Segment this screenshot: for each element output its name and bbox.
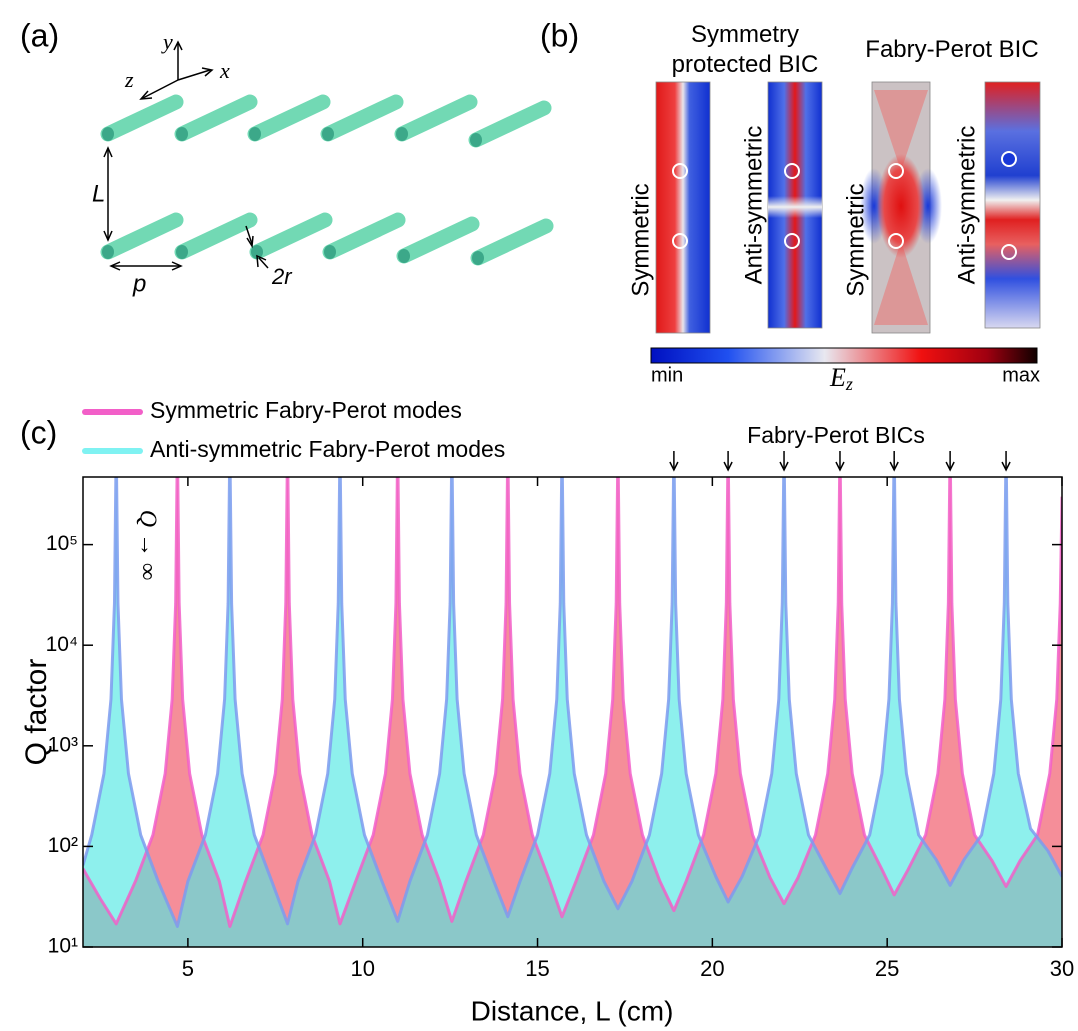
rod xyxy=(100,212,184,260)
bic-arrowhead xyxy=(779,461,789,472)
y-tick-label: 10⁵ xyxy=(46,532,78,555)
panel-label: (a) xyxy=(20,17,59,53)
dimension-arrows xyxy=(103,146,269,271)
colorbar xyxy=(650,347,1038,364)
curve xyxy=(83,477,1062,928)
rod xyxy=(322,212,406,260)
bic-arrowhead xyxy=(669,461,679,472)
rod-end xyxy=(396,127,408,141)
group-title: Symmetry protected BIC xyxy=(671,21,819,78)
plot-area xyxy=(83,477,1062,947)
annotation: Fabry-Perot BICs xyxy=(747,422,925,448)
bic-arrowhead xyxy=(945,461,955,472)
x-tick-label: 30 xyxy=(1050,956,1074,981)
rod-end xyxy=(102,245,114,259)
legend-label: Symmetric Fabry-Perot modes xyxy=(150,397,462,423)
y-tick-label: 10⁴ xyxy=(46,633,78,656)
rod xyxy=(174,94,258,142)
panel-label: (c) xyxy=(20,414,57,450)
field-map xyxy=(655,81,711,334)
y-tick-label: 10¹ xyxy=(48,935,78,958)
rod-end xyxy=(398,249,410,263)
axis-label: y xyxy=(161,29,173,54)
dimension-label: p xyxy=(132,270,146,297)
dimension-label: L xyxy=(92,180,105,207)
rod xyxy=(247,94,331,142)
symbol: E xyxy=(829,363,846,392)
bic-arrowhead xyxy=(889,461,899,472)
colorbar-label: max xyxy=(1002,364,1040,386)
mode-label: Anti-symmetric xyxy=(953,126,980,285)
area-fill xyxy=(83,477,1062,947)
rod xyxy=(249,212,333,260)
rod xyxy=(174,212,258,260)
x-tick-label: 15 xyxy=(525,956,549,981)
colorbar-symbol: Ez xyxy=(829,363,853,394)
rod-end xyxy=(324,245,336,259)
mode-label: Symmetric xyxy=(627,183,654,296)
rod-end xyxy=(251,245,263,259)
bic-arrowhead xyxy=(835,461,845,472)
annotation: Q → ∞ xyxy=(134,510,160,580)
x-tick-label: 25 xyxy=(875,956,899,981)
rod xyxy=(394,94,478,142)
axes-icon xyxy=(139,40,214,100)
colorbar-label: min xyxy=(651,364,683,386)
field-map xyxy=(767,81,823,329)
field-map xyxy=(860,81,942,334)
panel-label: (b) xyxy=(540,17,579,53)
rod-array xyxy=(100,94,554,266)
legend-label: Anti-symmetric Fabry-Perot modes xyxy=(150,436,505,462)
axis-label: z xyxy=(124,67,134,92)
rod xyxy=(468,100,552,148)
rod xyxy=(320,94,404,142)
y-tick-label: 10³ xyxy=(48,733,78,756)
rod-end xyxy=(176,245,188,259)
particle-markers xyxy=(672,151,1017,260)
rod-end xyxy=(470,133,482,147)
bic-arrowhead xyxy=(1001,461,1011,472)
group-title: Fabry-Perot BIC xyxy=(865,36,1039,63)
x-tick-label: 10 xyxy=(350,956,374,981)
rod-end xyxy=(472,251,484,265)
subscript: z xyxy=(845,374,853,394)
plot-frame xyxy=(82,476,1063,948)
x-axis-label: Distance, L (cm) xyxy=(471,995,674,1026)
rod-end xyxy=(176,127,188,141)
rod-end xyxy=(249,127,261,141)
mode-label: Anti-symmetric xyxy=(740,126,767,285)
y-axis-label: Q factor xyxy=(20,659,53,766)
curve xyxy=(83,477,1062,928)
rod xyxy=(396,216,480,264)
field-map xyxy=(984,81,1041,329)
rod xyxy=(470,218,554,266)
mode-label: Symmetric xyxy=(842,183,869,296)
x-tick-label: 5 xyxy=(182,956,194,981)
y-tick-label: 10² xyxy=(48,834,78,857)
rod-end xyxy=(102,127,114,141)
rod xyxy=(100,94,184,142)
rod-end xyxy=(322,127,334,141)
dimension-label: 2r xyxy=(271,264,293,289)
axis-label: x xyxy=(219,58,230,83)
bic-arrowhead xyxy=(723,461,733,472)
x-tick-label: 20 xyxy=(700,956,724,981)
